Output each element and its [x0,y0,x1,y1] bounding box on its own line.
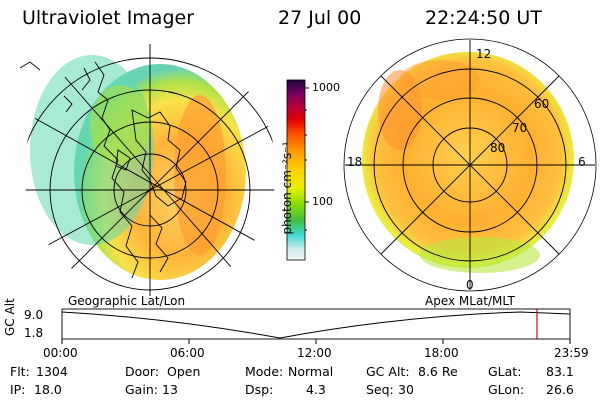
timeline-tick-1800: 18:00 [424,346,459,360]
colorbar-tick-1000: 1000 [312,81,340,94]
mlt-label-0: 0 [466,278,474,292]
timeline-ylabel: GC Alt [3,298,17,336]
coastline [63,61,187,279]
flight-label: Flt: [10,364,30,379]
glat-value: 83.1 [546,364,574,379]
altitude-timeline [61,308,571,344]
gain-value: 13 [162,382,178,397]
seq-label: Seq: [366,382,394,397]
ip-label: IP: [10,382,26,397]
timeline-ymax: 9.0 [24,308,44,322]
magnetic-image [343,38,597,292]
geographic-grid [24,44,276,296]
mlat-label-70: 70 [512,121,528,135]
colorbar-tick-100: 100 [312,195,333,208]
ip-value: 18.0 [34,382,62,397]
seq-value: 30 [398,382,414,397]
dsp-label: Dsp: [245,382,274,397]
mlat-label-80: 80 [490,141,506,155]
timeline-tick-1200: 12:00 [297,346,332,360]
mlat-label-60: 60 [534,97,550,111]
mlt-label-18: 18 [347,155,363,169]
timeline-tick-0000: 00:00 [43,346,78,360]
geographic-panel-label: Geographic Lat/Lon [68,294,186,308]
glon-value: 26.6 [546,382,574,397]
mode-value: Normal [288,364,334,379]
magnetic-grid [345,40,595,290]
glon-label: GLon: [488,382,525,397]
door-label: Door: [125,364,160,379]
colorbar-unit-label: photon cm⁻²s⁻¹ [280,141,294,235]
image-time: 22:24:50 UT [425,7,542,29]
dsp-value: 4.3 [306,382,326,397]
magnetic-panel-label: Apex MLat/MLT [425,294,515,308]
gain-label: Gain: [125,382,158,397]
gc-alt-value: 8.6 Re [418,364,458,379]
altitude-curve [61,311,571,339]
instrument-title: Ultraviolet Imager [22,7,195,29]
timeline-tick-2359: 23:59 [554,346,589,360]
mlt-label-12: 12 [476,47,492,61]
geographic-image [19,44,276,296]
mlt-label-6: 6 [578,155,586,169]
door-value: Open [167,364,201,379]
timeline-ymin: 1.8 [24,326,44,340]
mode-label: Mode: [245,364,284,379]
flight-value: 1304 [36,364,68,379]
timeline-tick-0600: 06:00 [170,346,205,360]
image-date: 27 Jul 00 [278,7,362,29]
colorbar [286,79,309,261]
gc-alt-label: GC Alt: [366,364,410,379]
glat-label: GLat: [488,364,522,379]
